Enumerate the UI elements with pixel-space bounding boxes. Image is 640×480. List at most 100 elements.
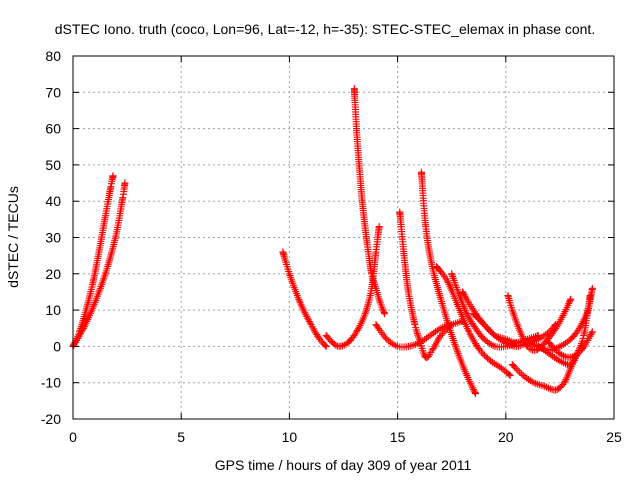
data-point bbox=[326, 336, 334, 344]
series-17 bbox=[545, 328, 596, 361]
data-point bbox=[470, 386, 478, 394]
data-point bbox=[514, 366, 522, 374]
data-point bbox=[460, 290, 468, 298]
data-point bbox=[414, 331, 422, 339]
y-tick-label: -20 bbox=[41, 411, 61, 427]
data-point bbox=[371, 281, 379, 289]
data-point bbox=[480, 321, 488, 329]
data-point bbox=[486, 327, 494, 335]
x-tick-label: 0 bbox=[69, 429, 77, 445]
data-point bbox=[588, 284, 596, 292]
data-series bbox=[69, 85, 596, 398]
data-point bbox=[119, 194, 127, 202]
y-tick-label: 0 bbox=[53, 338, 61, 354]
y-tick-label: 80 bbox=[45, 48, 61, 64]
data-point bbox=[567, 295, 575, 303]
data-point bbox=[107, 183, 115, 191]
data-point bbox=[552, 347, 560, 355]
x-tick-label: 25 bbox=[606, 429, 622, 445]
data-point bbox=[324, 334, 332, 342]
data-point bbox=[472, 312, 480, 320]
y-tick-label: 70 bbox=[45, 84, 61, 100]
x-tick-label: 10 bbox=[282, 429, 298, 445]
data-point bbox=[547, 341, 555, 349]
x-tick-label: 20 bbox=[498, 429, 514, 445]
series-3 bbox=[279, 248, 330, 350]
data-point bbox=[444, 279, 452, 287]
x-tick-label: 15 bbox=[390, 429, 406, 445]
data-point bbox=[104, 261, 112, 269]
y-axis-label: dSTEC / TECUs bbox=[5, 186, 21, 288]
data-point bbox=[436, 333, 444, 341]
series-5 bbox=[350, 85, 389, 318]
x-axis-label: GPS time / hours of day 309 of year 2011 bbox=[215, 457, 472, 473]
data-point bbox=[588, 328, 596, 336]
data-point bbox=[317, 337, 325, 345]
data-point bbox=[443, 277, 451, 285]
data-point bbox=[381, 310, 389, 318]
y-tick-label: 40 bbox=[45, 193, 61, 209]
data-point bbox=[473, 314, 481, 322]
data-point bbox=[477, 348, 485, 356]
data-point bbox=[306, 319, 314, 327]
series-9 bbox=[433, 263, 514, 379]
data-point bbox=[468, 304, 476, 312]
data-point bbox=[469, 384, 477, 392]
data-point bbox=[479, 319, 487, 327]
series-7 bbox=[396, 208, 456, 362]
data-point bbox=[304, 316, 312, 324]
data-point bbox=[578, 319, 586, 327]
data-point bbox=[509, 362, 517, 370]
data-point bbox=[362, 308, 370, 316]
data-point bbox=[321, 342, 329, 350]
data-point bbox=[322, 342, 330, 350]
axis-ticks: 0 5 10 15 20 25 -20 -10 0 10 20 30 40 50 60 70 80 bbox=[41, 48, 622, 445]
data-point bbox=[338, 342, 346, 350]
data-point bbox=[516, 368, 524, 376]
grid bbox=[73, 56, 614, 419]
data-point bbox=[464, 326, 472, 334]
y-tick-label: 20 bbox=[45, 266, 61, 282]
chart-title: dSTEC Iono. truth (coco, Lon=96, Lat=-12… bbox=[55, 21, 595, 37]
data-point bbox=[356, 321, 364, 329]
data-point bbox=[505, 371, 513, 379]
series-10 bbox=[448, 270, 521, 351]
y-tick-label: 50 bbox=[45, 157, 61, 173]
data-point bbox=[78, 328, 86, 336]
data-point bbox=[560, 379, 568, 387]
data-point bbox=[535, 343, 543, 351]
y-tick-label: 10 bbox=[45, 302, 61, 318]
data-point bbox=[483, 324, 491, 332]
data-point bbox=[305, 317, 313, 325]
data-point bbox=[506, 371, 514, 379]
data-point bbox=[370, 279, 378, 287]
data-point bbox=[285, 270, 293, 278]
data-point bbox=[482, 337, 490, 345]
data-point bbox=[304, 314, 312, 322]
data-point bbox=[485, 325, 493, 333]
data-point bbox=[429, 345, 437, 353]
data-point bbox=[579, 345, 587, 353]
data-point bbox=[462, 308, 470, 316]
data-point bbox=[511, 363, 519, 371]
data-point bbox=[352, 328, 360, 336]
data-point bbox=[479, 350, 487, 358]
series-16 bbox=[534, 284, 596, 354]
data-point bbox=[527, 345, 535, 353]
data-point bbox=[517, 370, 525, 378]
data-point bbox=[413, 330, 421, 338]
y-tick-label: 60 bbox=[45, 121, 61, 137]
data-point bbox=[573, 328, 581, 336]
data-point bbox=[480, 335, 488, 343]
x-tick-label: 5 bbox=[177, 429, 185, 445]
data-point bbox=[382, 334, 390, 342]
data-point bbox=[79, 325, 87, 333]
data-point bbox=[375, 223, 383, 231]
data-point bbox=[552, 325, 560, 333]
data-point bbox=[477, 317, 485, 325]
data-point bbox=[558, 313, 566, 321]
y-tick-label: -10 bbox=[41, 375, 61, 391]
data-point bbox=[109, 172, 117, 180]
data-point bbox=[79, 326, 87, 334]
